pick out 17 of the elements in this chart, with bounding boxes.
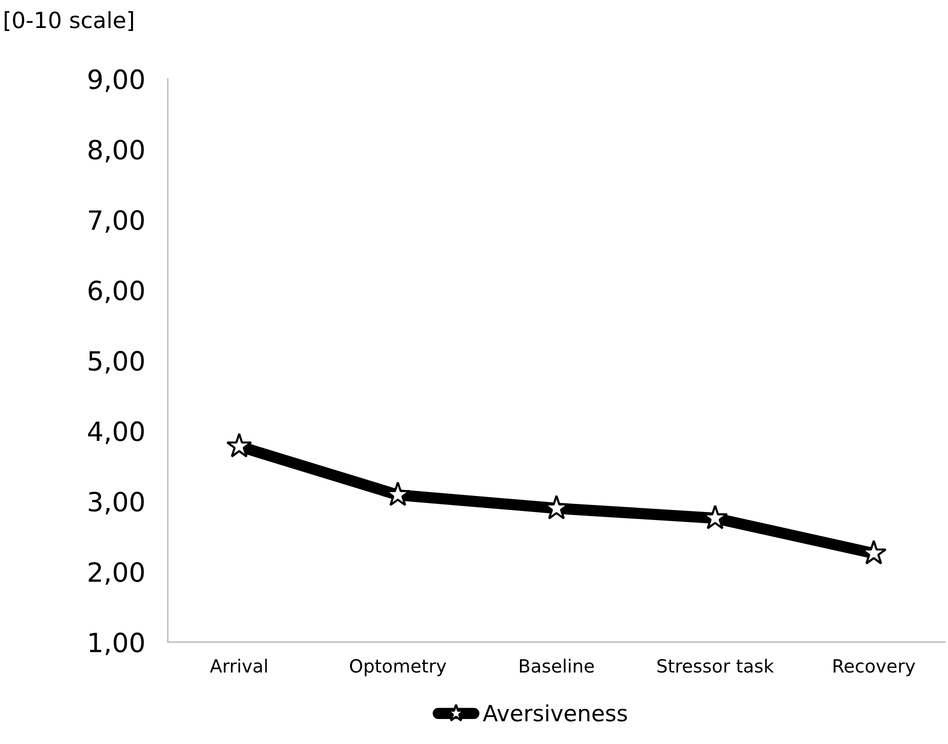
y-tick-label: 3,00 bbox=[88, 492, 144, 514]
y-tick-label: 8,00 bbox=[88, 140, 144, 162]
legend-label: Aversiveness bbox=[482, 704, 627, 722]
y-tick-label: 7,00 bbox=[88, 210, 144, 233]
point bbox=[226, 432, 252, 458]
y-tick-label: 9,00 bbox=[88, 69, 144, 92]
x-tick-label: Recovery bbox=[834, 659, 916, 676]
y-tick-label: 5,00 bbox=[88, 350, 144, 374]
x-tick-label: Stressor task bbox=[657, 658, 774, 673]
y-tick-label: 2,00 bbox=[88, 562, 144, 585]
x-tick-label: Optometry bbox=[350, 659, 446, 676]
y-axis-title: [0-10 scale] bbox=[4, 11, 134, 31]
x-tick-label: Arrival bbox=[210, 658, 267, 673]
y-tick-label: 4,00 bbox=[88, 421, 144, 444]
y-tick-label: 6,00 bbox=[88, 280, 144, 304]
x-tick-label: Baseline bbox=[520, 658, 594, 673]
y-tick-label: 1,00 bbox=[90, 632, 144, 656]
